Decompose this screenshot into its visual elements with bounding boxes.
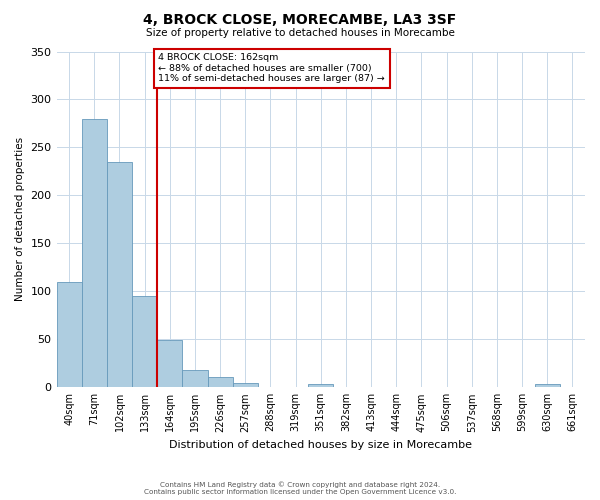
Bar [308, 384, 334, 388]
Text: Contains HM Land Registry data © Crown copyright and database right 2024.: Contains HM Land Registry data © Crown c… [160, 481, 440, 488]
Bar [56, 282, 82, 388]
Text: Size of property relative to detached houses in Morecambe: Size of property relative to detached ho… [146, 28, 454, 38]
Bar [157, 340, 182, 388]
Bar [233, 382, 258, 388]
Bar [535, 384, 560, 388]
Bar [132, 296, 157, 388]
Bar [182, 370, 208, 388]
X-axis label: Distribution of detached houses by size in Morecambe: Distribution of detached houses by size … [169, 440, 472, 450]
Bar [82, 118, 107, 388]
Text: 4 BROCK CLOSE: 162sqm
← 88% of detached houses are smaller (700)
11% of semi-det: 4 BROCK CLOSE: 162sqm ← 88% of detached … [158, 54, 385, 83]
Bar [107, 162, 132, 388]
Text: Contains public sector information licensed under the Open Government Licence v3: Contains public sector information licen… [144, 489, 456, 495]
Bar [208, 377, 233, 388]
Text: 4, BROCK CLOSE, MORECAMBE, LA3 3SF: 4, BROCK CLOSE, MORECAMBE, LA3 3SF [143, 12, 457, 26]
Y-axis label: Number of detached properties: Number of detached properties [15, 138, 25, 302]
